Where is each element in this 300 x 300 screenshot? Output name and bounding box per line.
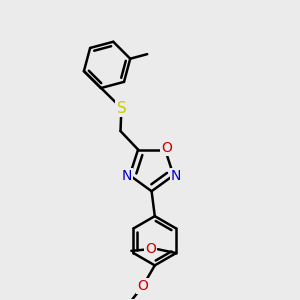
Text: N: N [122,169,132,183]
Text: O: O [161,141,172,155]
Text: N: N [171,169,181,183]
Text: O: O [145,242,156,256]
Text: S: S [117,100,126,116]
Text: O: O [137,279,148,293]
